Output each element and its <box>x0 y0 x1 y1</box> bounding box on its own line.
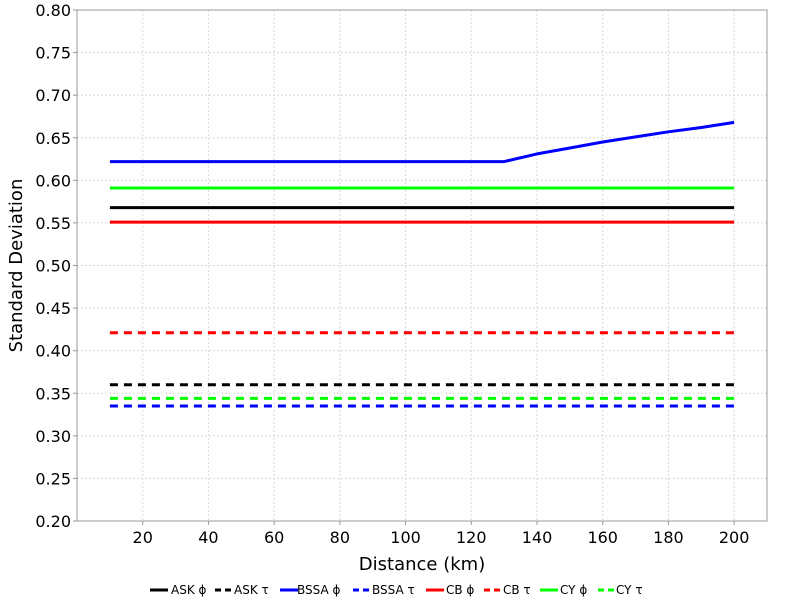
legend-label: CB ϕ <box>446 583 474 597</box>
legend-label: CY ϕ <box>560 583 587 597</box>
legend-label: ASK τ <box>234 583 269 597</box>
y-tick-label: 0.70 <box>35 86 71 105</box>
x-tick-label: 160 <box>587 528 618 547</box>
legend-label: ASK ϕ <box>171 583 207 597</box>
y-tick-label: 0.80 <box>35 1 71 20</box>
legend-label: BSSA ϕ <box>297 583 341 597</box>
legend-label: CY τ <box>616 583 643 597</box>
x-tick-label: 120 <box>456 528 487 547</box>
x-tick-label: 20 <box>133 528 153 547</box>
y-axis-ticks: 0.20 0.25 0.30 0.35 0.40 0.45 0.50 0.55 0.60 0.65… <box>35 1 77 531</box>
y-tick-label: 0.55 <box>35 214 71 233</box>
legend-label: BSSA τ <box>372 583 415 597</box>
y-tick-label: 0.35 <box>35 384 71 403</box>
grid <box>77 9 767 522</box>
x-axis-ticks: 20 40 60 80 100 120 140 160 180 200 <box>133 521 750 547</box>
x-tick-label: 200 <box>719 528 750 547</box>
x-tick-label: 180 <box>653 528 684 547</box>
y-tick-label: 0.65 <box>35 129 71 148</box>
x-tick-label: 140 <box>522 528 553 547</box>
y-tick-label: 0.20 <box>35 512 71 531</box>
x-tick-label: 60 <box>264 528 284 547</box>
y-tick-label: 0.60 <box>35 171 71 190</box>
x-tick-label: 100 <box>390 528 421 547</box>
x-axis-title: Distance (km) <box>359 554 485 575</box>
y-tick-label: 0.75 <box>35 44 71 63</box>
series-group <box>109 120 735 408</box>
y-axis-title: Standard Deviation <box>6 179 27 353</box>
y-tick-label: 0.30 <box>35 427 71 446</box>
y-tick-label: 0.40 <box>35 342 71 361</box>
y-tick-label: 0.25 <box>35 469 71 488</box>
y-tick-label: 0.50 <box>35 257 71 276</box>
legend: ASK ϕ ASK τ BSSA ϕ BSSA τ CB ϕ CB τ CY ϕ CY τ <box>150 583 643 597</box>
x-tick-label: 80 <box>330 528 350 547</box>
y-tick-label: 0.45 <box>35 299 71 318</box>
legend-label: CB τ <box>503 583 531 597</box>
series-line-2 <box>109 120 735 164</box>
x-tick-label: 40 <box>198 528 218 547</box>
